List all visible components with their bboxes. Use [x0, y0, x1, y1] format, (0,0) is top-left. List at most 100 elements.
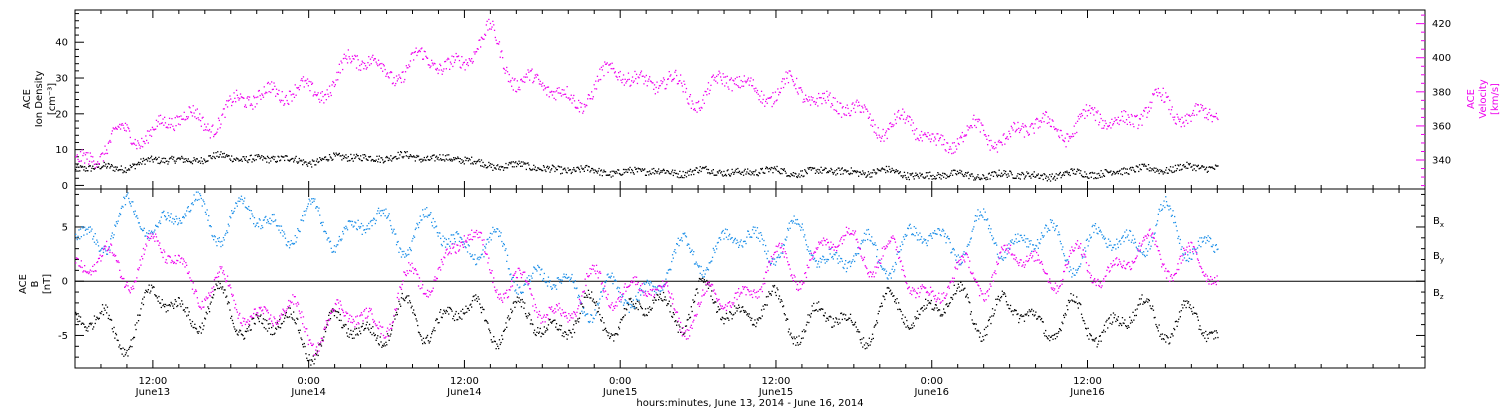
- ion-density-point: [812, 168, 814, 170]
- velocity-point: [1158, 92, 1160, 94]
- ion-density-point: [165, 160, 167, 162]
- velocity-point: [672, 78, 674, 81]
- velocity-point: [928, 138, 930, 140]
- ion-density-point: [631, 170, 634, 172]
- b-bx-point: [1133, 319, 1135, 321]
- ion-density-point: [1094, 172, 1096, 174]
- ion-density-point: [640, 170, 643, 172]
- ion-density-point: [193, 157, 195, 159]
- velocity-point: [491, 26, 493, 28]
- velocity-point: [321, 91, 323, 93]
- b-by-point: [225, 232, 227, 235]
- velocity-point: [104, 145, 106, 147]
- ion-density-point: [613, 171, 616, 173]
- ion-density-point: [289, 159, 291, 161]
- velocity-point: [449, 61, 452, 63]
- b-bx-point: [805, 330, 807, 332]
- velocity-point: [128, 130, 131, 132]
- b-bx-point: [720, 318, 722, 320]
- b-by-point: [365, 228, 367, 230]
- velocity-point: [148, 130, 150, 132]
- ion-density-point: [405, 155, 407, 157]
- b-bx-point: [872, 337, 874, 340]
- velocity-point: [870, 124, 872, 126]
- velocity-point: [793, 84, 795, 87]
- velocity-point: [891, 123, 893, 126]
- velocity-point: [439, 63, 441, 65]
- velocity-point: [506, 66, 508, 69]
- velocity-point: [302, 76, 305, 78]
- b-by-point: [152, 233, 154, 235]
- b-bx-point: [1027, 311, 1029, 313]
- velocity-point: [1048, 121, 1050, 124]
- b-bx-point: [413, 309, 415, 311]
- ion-density-point: [320, 159, 323, 162]
- velocity-point: [350, 62, 352, 64]
- b-by-point: [182, 216, 184, 218]
- ion-density-point: [616, 172, 618, 174]
- b-bx-point: [433, 327, 435, 329]
- velocity-point: [142, 140, 145, 142]
- b-bx-point: [255, 313, 257, 316]
- ion-density-point: [248, 159, 251, 161]
- ion-density-point: [501, 166, 503, 168]
- b-bx-point: [1129, 322, 1132, 324]
- ion-density-point: [1072, 172, 1075, 175]
- velocity-point: [324, 93, 327, 96]
- b-bx-point: [162, 305, 164, 307]
- b-bx-point: [622, 316, 625, 318]
- ion-density-point: [667, 171, 670, 173]
- ion-density-point: [1178, 169, 1181, 171]
- velocity-point: [484, 33, 486, 35]
- ion-density-point: [391, 158, 394, 160]
- ion-density-point: [1103, 174, 1105, 177]
- b-bx-point: [185, 307, 187, 309]
- b-by-point: [387, 215, 389, 217]
- b-by-point: [179, 220, 181, 222]
- b-bx-point: [707, 287, 710, 289]
- ion-density-point: [845, 171, 848, 173]
- b-by-point: [173, 223, 175, 225]
- b-bx-point: [871, 338, 873, 341]
- velocity-point: [1067, 133, 1069, 135]
- velocity-point: [1085, 110, 1087, 112]
- top-left-ylabel-line3: [cm⁻³]: [47, 83, 58, 115]
- ion-density-point: [1122, 168, 1124, 170]
- b-bx-point: [715, 301, 717, 303]
- ion-density-point: [173, 156, 175, 158]
- velocity-point: [1077, 115, 1079, 118]
- b-bx-point: [575, 322, 577, 324]
- b-bx-point: [1118, 324, 1120, 327]
- b-bx-point: [1057, 332, 1059, 334]
- velocity-point: [847, 107, 849, 110]
- velocity-point: [619, 70, 621, 73]
- b-bx-point: [549, 318, 551, 321]
- b-bx-point: [854, 323, 856, 325]
- velocity-point: [822, 97, 825, 100]
- velocity-point: [1103, 125, 1106, 127]
- b-by-point: [77, 235, 79, 237]
- b-bx-point: [847, 318, 849, 321]
- ion-density-point: [619, 173, 621, 175]
- b-bx-point: [816, 302, 818, 304]
- b-by-point: [381, 209, 383, 212]
- b-bx-point: [862, 337, 865, 339]
- velocity-point: [812, 97, 814, 99]
- b-bx-point: [416, 320, 418, 322]
- b-by-point: [384, 215, 386, 217]
- velocity-point: [365, 68, 367, 70]
- b-by-point: [351, 220, 354, 223]
- b-bx-point: [627, 304, 630, 306]
- ion-density-point: [400, 151, 402, 153]
- b-bx-point: [846, 319, 848, 321]
- b-bx-point: [564, 331, 567, 333]
- ion-density-point: [783, 168, 785, 170]
- b-bx-point: [245, 330, 247, 333]
- ion-density-point: [81, 165, 83, 168]
- b-bx-point: [616, 333, 618, 335]
- velocity-point: [194, 116, 196, 118]
- b-bx-point: [1143, 302, 1146, 304]
- b-bx-point: [1099, 335, 1101, 337]
- velocity-point: [162, 118, 164, 120]
- ion-density-point: [757, 175, 759, 177]
